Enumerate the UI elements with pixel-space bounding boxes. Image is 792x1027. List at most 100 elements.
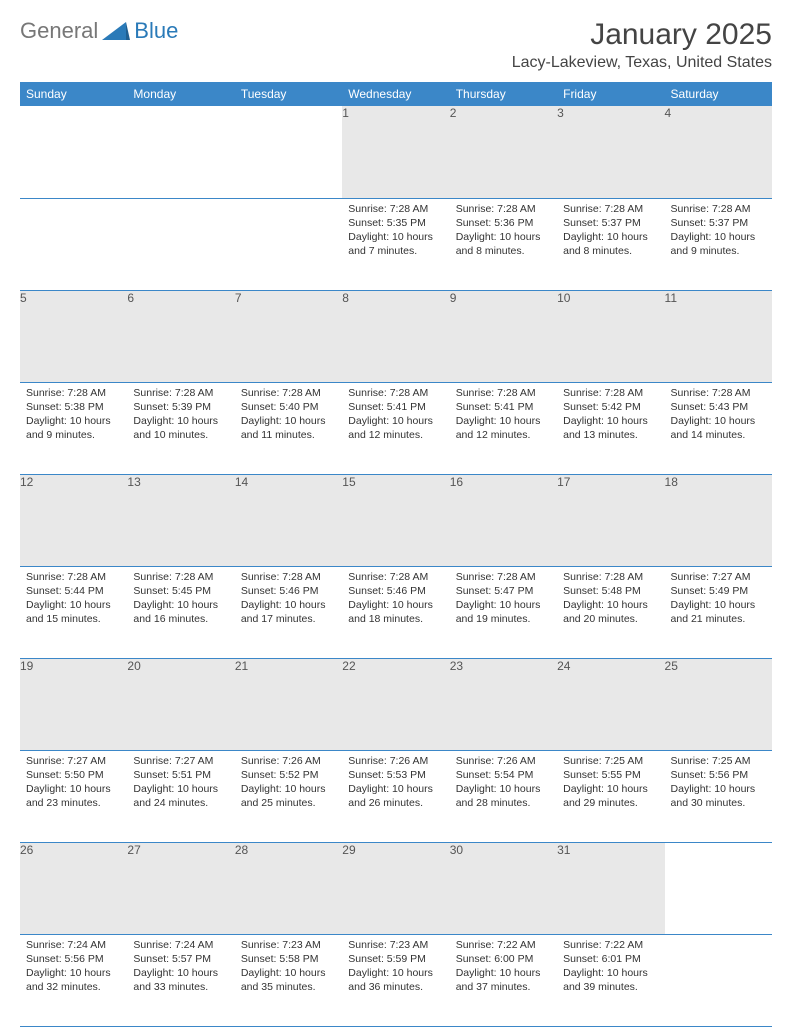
dl2-text: and 32 minutes. xyxy=(26,980,121,994)
logo: General Blue xyxy=(20,18,178,44)
sunrise-text: Sunrise: 7:27 AM xyxy=(133,754,228,768)
sunrise-text: Sunrise: 7:23 AM xyxy=(241,938,336,952)
sunrise-text: Sunrise: 7:24 AM xyxy=(26,938,121,952)
day-number-cell: 16 xyxy=(450,474,557,566)
sunrise-text: Sunrise: 7:28 AM xyxy=(348,202,443,216)
day-cell: Sunrise: 7:24 AMSunset: 5:57 PMDaylight:… xyxy=(127,934,234,1026)
dl1-text: Daylight: 10 hours xyxy=(671,598,766,612)
sunset-text: Sunset: 5:51 PM xyxy=(133,768,228,782)
day-header: Sunday xyxy=(20,82,127,106)
dl2-text: and 33 minutes. xyxy=(133,980,228,994)
dl2-text: and 39 minutes. xyxy=(563,980,658,994)
dl2-text: and 21 minutes. xyxy=(671,612,766,626)
dl2-text: and 36 minutes. xyxy=(348,980,443,994)
day-number-cell: 31 xyxy=(557,842,664,934)
sunset-text: Sunset: 5:47 PM xyxy=(456,584,551,598)
day-header: Monday xyxy=(127,82,234,106)
day-cell-body: Sunrise: 7:28 AMSunset: 5:45 PMDaylight:… xyxy=(127,567,234,633)
dl1-text: Daylight: 10 hours xyxy=(348,414,443,428)
day-number-cell: 11 xyxy=(665,290,772,382)
sunrise-text: Sunrise: 7:28 AM xyxy=(563,570,658,584)
day-number-cell: 5 xyxy=(20,290,127,382)
day-cell-body: Sunrise: 7:24 AMSunset: 5:57 PMDaylight:… xyxy=(127,935,234,1001)
dl2-text: and 8 minutes. xyxy=(563,244,658,258)
sunrise-text: Sunrise: 7:27 AM xyxy=(26,754,121,768)
sunrise-text: Sunrise: 7:28 AM xyxy=(26,570,121,584)
day-cell: Sunrise: 7:28 AMSunset: 5:41 PMDaylight:… xyxy=(342,382,449,474)
day-number-cell xyxy=(235,106,342,198)
sunrise-text: Sunrise: 7:26 AM xyxy=(348,754,443,768)
sunrise-text: Sunrise: 7:28 AM xyxy=(563,386,658,400)
sunrise-text: Sunrise: 7:28 AM xyxy=(348,570,443,584)
sunrise-text: Sunrise: 7:28 AM xyxy=(26,386,121,400)
day-cell-body: Sunrise: 7:28 AMSunset: 5:41 PMDaylight:… xyxy=(342,383,449,449)
sunset-text: Sunset: 5:57 PM xyxy=(133,952,228,966)
day-cell-body: Sunrise: 7:28 AMSunset: 5:43 PMDaylight:… xyxy=(665,383,772,449)
dl1-text: Daylight: 10 hours xyxy=(133,782,228,796)
day-cell: Sunrise: 7:28 AMSunset: 5:47 PMDaylight:… xyxy=(450,566,557,658)
logo-text-2: Blue xyxy=(134,18,178,44)
sunrise-text: Sunrise: 7:26 AM xyxy=(456,754,551,768)
day-cell: Sunrise: 7:28 AMSunset: 5:37 PMDaylight:… xyxy=(665,198,772,290)
sunrise-text: Sunrise: 7:28 AM xyxy=(563,202,658,216)
day-cell-body: Sunrise: 7:24 AMSunset: 5:56 PMDaylight:… xyxy=(20,935,127,1001)
dl2-text: and 10 minutes. xyxy=(133,428,228,442)
dl1-text: Daylight: 10 hours xyxy=(26,782,121,796)
day-cell: Sunrise: 7:22 AMSunset: 6:01 PMDaylight:… xyxy=(557,934,664,1026)
sunrise-text: Sunrise: 7:24 AM xyxy=(133,938,228,952)
day-cell-body: Sunrise: 7:28 AMSunset: 5:39 PMDaylight:… xyxy=(127,383,234,449)
dl2-text: and 37 minutes. xyxy=(456,980,551,994)
header: General Blue January 2025 Lacy-Lakeview,… xyxy=(20,18,772,72)
day-number-cell: 25 xyxy=(665,658,772,750)
dl1-text: Daylight: 10 hours xyxy=(563,230,658,244)
day-cell-body: Sunrise: 7:26 AMSunset: 5:54 PMDaylight:… xyxy=(450,751,557,817)
sunset-text: Sunset: 5:35 PM xyxy=(348,216,443,230)
dl1-text: Daylight: 10 hours xyxy=(133,598,228,612)
sunset-text: Sunset: 5:36 PM xyxy=(456,216,551,230)
month-title: January 2025 xyxy=(512,18,772,52)
day-number-cell: 2 xyxy=(450,106,557,198)
week-row: Sunrise: 7:28 AMSunset: 5:44 PMDaylight:… xyxy=(20,566,772,658)
day-cell-body: Sunrise: 7:28 AMSunset: 5:46 PMDaylight:… xyxy=(235,567,342,633)
calendar-table: SundayMondayTuesdayWednesdayThursdayFrid… xyxy=(20,82,772,1027)
dl1-text: Daylight: 10 hours xyxy=(456,966,551,980)
sunset-text: Sunset: 5:56 PM xyxy=(671,768,766,782)
day-header: Tuesday xyxy=(235,82,342,106)
day-number-cell: 28 xyxy=(235,842,342,934)
dl1-text: Daylight: 10 hours xyxy=(671,230,766,244)
sunrise-text: Sunrise: 7:28 AM xyxy=(348,386,443,400)
day-cell-body: Sunrise: 7:23 AMSunset: 5:59 PMDaylight:… xyxy=(342,935,449,1001)
day-number-cell: 27 xyxy=(127,842,234,934)
day-number-cell: 8 xyxy=(342,290,449,382)
day-cell-body: Sunrise: 7:27 AMSunset: 5:51 PMDaylight:… xyxy=(127,751,234,817)
day-cell: Sunrise: 7:28 AMSunset: 5:45 PMDaylight:… xyxy=(127,566,234,658)
day-number-cell: 3 xyxy=(557,106,664,198)
dl1-text: Daylight: 10 hours xyxy=(671,782,766,796)
dl2-text: and 11 minutes. xyxy=(241,428,336,442)
day-cell: Sunrise: 7:28 AMSunset: 5:39 PMDaylight:… xyxy=(127,382,234,474)
sunset-text: Sunset: 5:56 PM xyxy=(26,952,121,966)
dl1-text: Daylight: 10 hours xyxy=(241,782,336,796)
day-cell: Sunrise: 7:26 AMSunset: 5:53 PMDaylight:… xyxy=(342,750,449,842)
dl2-text: and 26 minutes. xyxy=(348,796,443,810)
dl1-text: Daylight: 10 hours xyxy=(563,966,658,980)
dl2-text: and 35 minutes. xyxy=(241,980,336,994)
day-cell: Sunrise: 7:28 AMSunset: 5:43 PMDaylight:… xyxy=(665,382,772,474)
day-cell: Sunrise: 7:28 AMSunset: 5:40 PMDaylight:… xyxy=(235,382,342,474)
sunset-text: Sunset: 5:42 PM xyxy=(563,400,658,414)
location: Lacy-Lakeview, Texas, United States xyxy=(512,54,772,72)
sunset-text: Sunset: 5:48 PM xyxy=(563,584,658,598)
day-number-cell: 23 xyxy=(450,658,557,750)
sunset-text: Sunset: 5:41 PM xyxy=(456,400,551,414)
sunrise-text: Sunrise: 7:28 AM xyxy=(456,202,551,216)
dl2-text: and 7 minutes. xyxy=(348,244,443,258)
sunrise-text: Sunrise: 7:28 AM xyxy=(456,570,551,584)
sunset-text: Sunset: 5:44 PM xyxy=(26,584,121,598)
day-number-cell: 30 xyxy=(450,842,557,934)
dl1-text: Daylight: 10 hours xyxy=(671,414,766,428)
day-number-cell: 17 xyxy=(557,474,664,566)
day-cell: Sunrise: 7:27 AMSunset: 5:51 PMDaylight:… xyxy=(127,750,234,842)
dl1-text: Daylight: 10 hours xyxy=(456,782,551,796)
dl2-text: and 24 minutes. xyxy=(133,796,228,810)
sunset-text: Sunset: 5:46 PM xyxy=(348,584,443,598)
